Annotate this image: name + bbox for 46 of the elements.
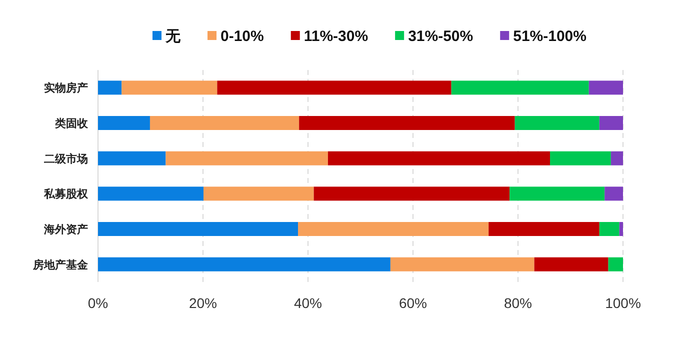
bar: [98, 116, 150, 130]
legend-label: 11%-30%: [304, 28, 368, 45]
legend-label: 31%-50%: [408, 28, 474, 45]
bar: [328, 151, 550, 166]
bar: [619, 222, 623, 236]
y-tick-label: 二级市场: [44, 152, 88, 166]
y-tick-label: 类固收: [54, 117, 89, 130]
bar: [599, 116, 623, 130]
legend-label: 无: [164, 28, 182, 45]
bar: [299, 116, 515, 130]
bar: [98, 80, 122, 95]
bar: [217, 80, 452, 95]
bar: [166, 151, 328, 166]
bar: [610, 151, 623, 166]
bar: [588, 80, 623, 95]
x-tick-label: 0%: [88, 295, 108, 311]
x-tick-label: 80%: [504, 295, 532, 311]
bar: [204, 186, 314, 201]
bar: [122, 80, 218, 95]
bar: [451, 80, 589, 95]
y-tick-label: 海外资产: [43, 223, 88, 236]
bar: [98, 151, 166, 166]
bar: [550, 151, 611, 166]
bar: [150, 116, 300, 130]
bar: [608, 257, 623, 272]
y-tick-label: 房地产基金: [32, 258, 89, 272]
bar: [314, 186, 510, 201]
bar: [488, 222, 600, 236]
x-tick-label: 100%: [605, 295, 641, 311]
bar: [604, 186, 623, 201]
bar: [98, 186, 204, 201]
legend-label: 0-10%: [220, 28, 264, 45]
bar: [510, 186, 605, 201]
x-tick-label: 60%: [398, 295, 428, 311]
y-tick-label: 私募股权: [43, 188, 89, 201]
bar: [514, 116, 600, 130]
x-tick-label: 40%: [294, 295, 322, 311]
bar: [534, 257, 608, 272]
legend-label: 51%-100%: [513, 28, 587, 45]
bar: [98, 222, 298, 236]
y-tick-label: 实物房产: [44, 82, 88, 95]
bar: [599, 222, 620, 236]
bar: [390, 257, 534, 272]
bar: [98, 257, 390, 272]
x-tick-label: 20%: [188, 295, 218, 311]
bar: [298, 222, 489, 236]
